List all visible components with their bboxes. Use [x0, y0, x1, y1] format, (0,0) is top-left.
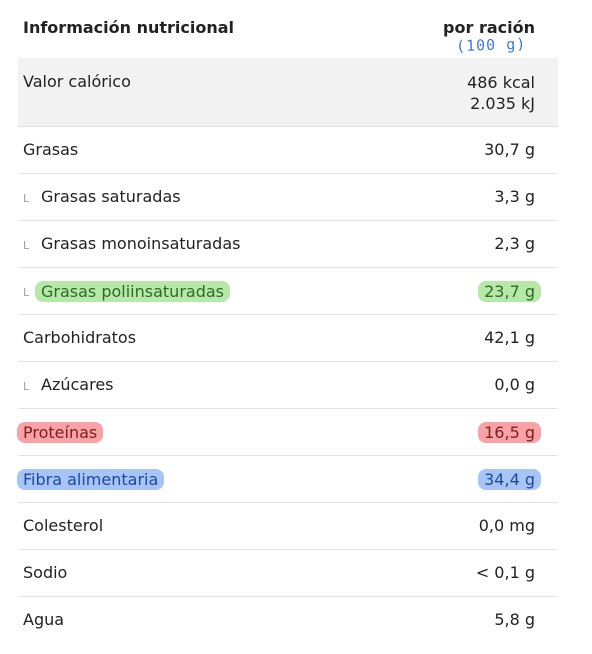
sub-item-icon: L [23, 286, 30, 299]
table-row-monounsaturated-fat: L Grasas monoinsaturadas 2,3 g [18, 221, 558, 268]
table-row-water: Agua 5,8 g [18, 597, 558, 643]
row-label: Grasas poliinsaturadas [35, 281, 230, 302]
row-value: 2,3 g [494, 234, 535, 253]
row-label: Azúcares [41, 375, 114, 394]
row-label: Colesterol [23, 516, 104, 535]
row-value: 16,5 g [478, 422, 541, 443]
nutrition-info-heading: Información nutricional [23, 18, 235, 37]
sub-item-icon: L [23, 192, 30, 205]
table-row-energy: Valor calórico 486 kcal 2.035 kJ [18, 58, 558, 127]
table-row-carbohydrates: Carbohidratos 42,1 g [18, 315, 558, 362]
row-label: Proteínas [17, 422, 104, 443]
row-value: < 0,1 g [475, 563, 535, 582]
row-label: Agua [23, 610, 65, 629]
row-value: 0,0 g [494, 375, 535, 394]
table-row-cholesterol: Colesterol 0,0 mg [18, 503, 558, 550]
table-row-sodium: Sodio < 0,1 g [18, 550, 558, 597]
handwritten-annotation: (100 g) [455, 34, 527, 56]
table-row-sugars: L Azúcares 0,0 g [18, 362, 558, 409]
table-row-fat: Grasas 30,7 g [18, 127, 558, 174]
table-row-protein: Proteínas 16,5 g [17, 409, 558, 456]
row-value: 486 kcal 2.035 kJ [467, 72, 535, 114]
row-value: 0,0 mg [478, 516, 535, 535]
row-value: 23,7 g [478, 281, 541, 302]
row-value: 3,3 g [494, 187, 535, 206]
per-serving-heading: por ración [443, 18, 535, 37]
row-value: 42,1 g [484, 328, 535, 347]
sub-item-icon: L [23, 380, 30, 393]
row-value: 5,8 g [494, 610, 535, 629]
nutrition-table: Valor calórico 486 kcal 2.035 kJ Grasas … [17, 58, 558, 643]
table-row-polyunsaturated-fat: L Grasas poliinsaturadas 23,7 g [18, 268, 558, 315]
energy-kcal: 486 kcal [467, 73, 535, 92]
row-value: 34,4 g [478, 469, 541, 490]
row-label: Grasas monoinsaturadas [41, 234, 241, 253]
row-label: Carbohidratos [23, 328, 137, 347]
row-label: Sodio [23, 563, 68, 582]
row-label: Valor calórico [23, 72, 131, 91]
table-row-fiber: Fibra alimentaria 34,4 g [17, 456, 558, 503]
row-label: Grasas saturadas [41, 187, 181, 206]
table-header: Información nutricional por ración (100 … [18, 0, 558, 58]
row-label: Fibra alimentaria [17, 469, 165, 490]
table-row-saturated-fat: L Grasas saturadas 3,3 g [18, 174, 558, 221]
energy-kj: 2.035 kJ [470, 94, 535, 113]
row-label: Grasas [23, 140, 79, 159]
row-value: 30,7 g [484, 140, 535, 159]
sub-item-icon: L [23, 239, 30, 252]
